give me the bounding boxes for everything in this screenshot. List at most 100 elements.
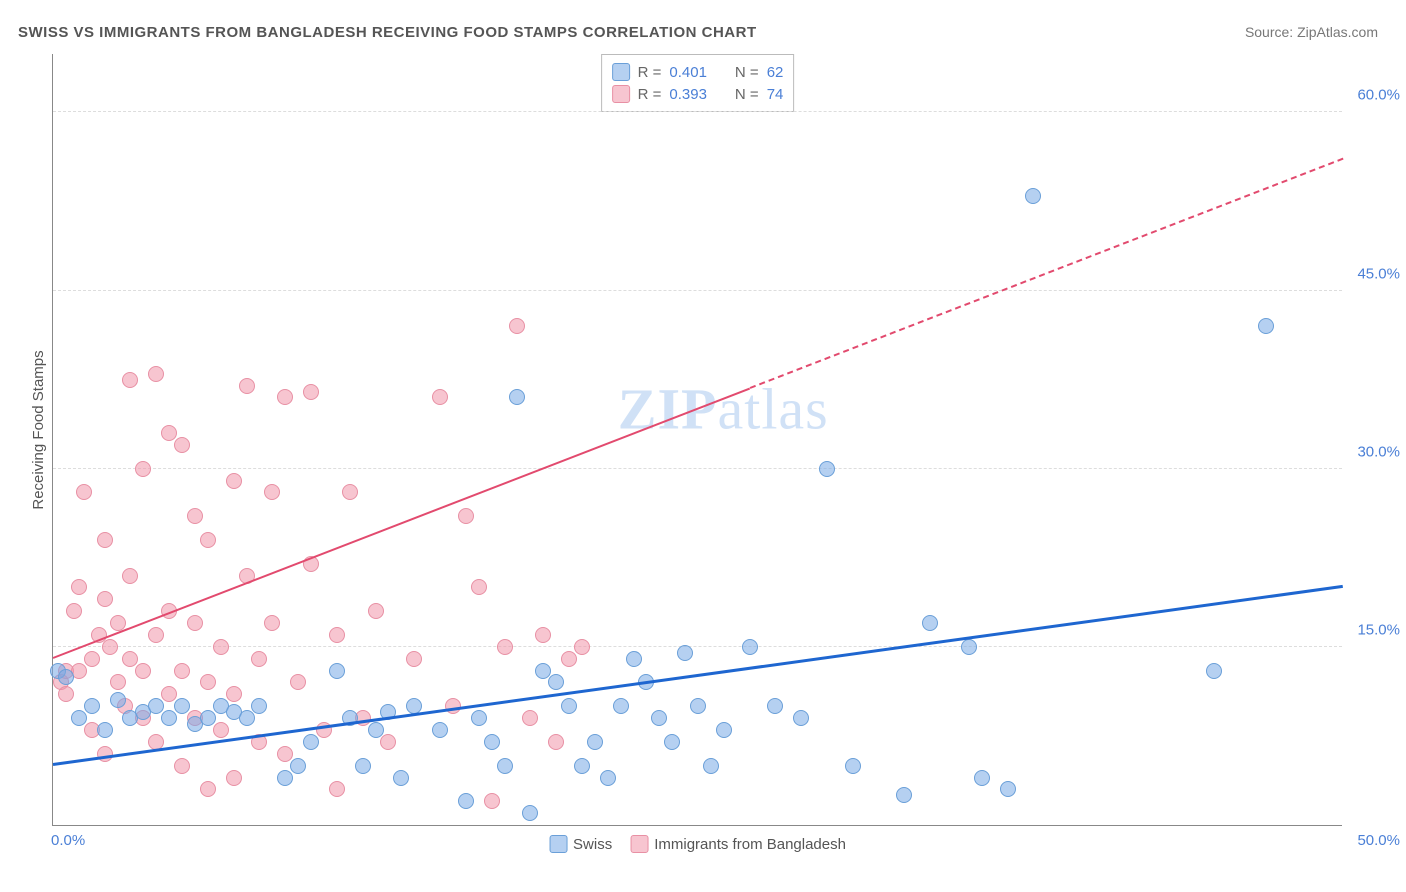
data-point — [548, 674, 564, 690]
source-label: Source: ZipAtlas.com — [1245, 24, 1378, 40]
data-point — [161, 425, 177, 441]
data-point — [97, 591, 113, 607]
data-point — [896, 787, 912, 803]
data-point — [690, 698, 706, 714]
data-point — [484, 734, 500, 750]
data-point — [251, 698, 267, 714]
x-tick-min: 0.0% — [51, 832, 85, 849]
data-point — [497, 758, 513, 774]
data-point — [71, 710, 87, 726]
data-point — [76, 484, 92, 500]
data-point — [58, 669, 74, 685]
data-point — [393, 770, 409, 786]
y-tick-label: 30.0% — [1357, 443, 1400, 460]
data-point — [522, 710, 538, 726]
legend-label: Immigrants from Bangladesh — [654, 836, 846, 853]
data-point — [226, 686, 242, 702]
data-point — [600, 770, 616, 786]
gridline — [53, 646, 1342, 647]
data-point — [84, 651, 100, 667]
data-point — [922, 615, 938, 631]
data-point — [497, 639, 513, 655]
data-point — [200, 781, 216, 797]
data-point — [174, 437, 190, 453]
n-value: 62 — [767, 64, 784, 81]
data-point — [587, 734, 603, 750]
data-point — [1206, 663, 1222, 679]
watermark: ZIPatlas — [618, 375, 829, 442]
data-point — [303, 734, 319, 750]
data-point — [703, 758, 719, 774]
trend-line — [53, 387, 750, 658]
data-point — [174, 698, 190, 714]
data-point — [239, 378, 255, 394]
data-point — [174, 663, 190, 679]
data-point — [458, 508, 474, 524]
data-point — [471, 579, 487, 595]
gridline — [53, 468, 1342, 469]
data-point — [664, 734, 680, 750]
data-point — [484, 793, 500, 809]
legend-stats: R =0.401N =62R =0.393N =74 — [601, 54, 795, 112]
data-point — [277, 389, 293, 405]
data-point — [277, 770, 293, 786]
data-point — [561, 698, 577, 714]
data-point — [961, 639, 977, 655]
data-point — [277, 746, 293, 762]
data-point — [148, 366, 164, 382]
y-tick-label: 45.0% — [1357, 265, 1400, 282]
data-point — [742, 639, 758, 655]
data-point — [458, 793, 474, 809]
data-point — [716, 722, 732, 738]
data-point — [239, 710, 255, 726]
data-point — [84, 698, 100, 714]
data-point — [677, 645, 693, 661]
r-value: 0.401 — [669, 64, 707, 81]
data-point — [1000, 781, 1016, 797]
data-point — [561, 651, 577, 667]
data-point — [187, 615, 203, 631]
n-label: N = — [735, 64, 759, 81]
data-point — [148, 627, 164, 643]
data-point — [174, 758, 190, 774]
data-point — [71, 579, 87, 595]
data-point — [329, 781, 345, 797]
data-point — [535, 663, 551, 679]
x-tick-max: 50.0% — [1357, 832, 1400, 849]
legend-label: Swiss — [573, 836, 612, 853]
data-point — [97, 532, 113, 548]
data-point — [767, 698, 783, 714]
data-point — [355, 758, 371, 774]
data-point — [522, 805, 538, 821]
data-point — [290, 674, 306, 690]
data-point — [226, 473, 242, 489]
data-point — [102, 639, 118, 655]
data-point — [406, 651, 422, 667]
data-point — [161, 686, 177, 702]
data-point — [122, 568, 138, 584]
data-point — [819, 461, 835, 477]
chart-title: SWISS VS IMMIGRANTS FROM BANGLADESH RECE… — [18, 24, 757, 41]
gridline — [53, 290, 1342, 291]
data-point — [368, 603, 384, 619]
data-point — [110, 674, 126, 690]
legend-swatch — [612, 63, 630, 81]
data-point — [226, 770, 242, 786]
data-point — [122, 651, 138, 667]
data-point — [148, 698, 164, 714]
data-point — [974, 770, 990, 786]
data-point — [793, 710, 809, 726]
data-point — [303, 384, 319, 400]
legend-stat-row: R =0.401N =62 — [612, 61, 784, 83]
data-point — [187, 508, 203, 524]
data-point — [1025, 188, 1041, 204]
data-point — [574, 639, 590, 655]
y-tick-label: 60.0% — [1357, 87, 1400, 104]
data-point — [58, 686, 74, 702]
data-point — [574, 758, 590, 774]
data-point — [509, 389, 525, 405]
gridline — [53, 111, 1342, 112]
legend-swatch — [549, 835, 567, 853]
plot-area: ZIPatlas R =0.401N =62R =0.393N =74 Swis… — [52, 54, 1342, 826]
legend-swatch — [612, 85, 630, 103]
